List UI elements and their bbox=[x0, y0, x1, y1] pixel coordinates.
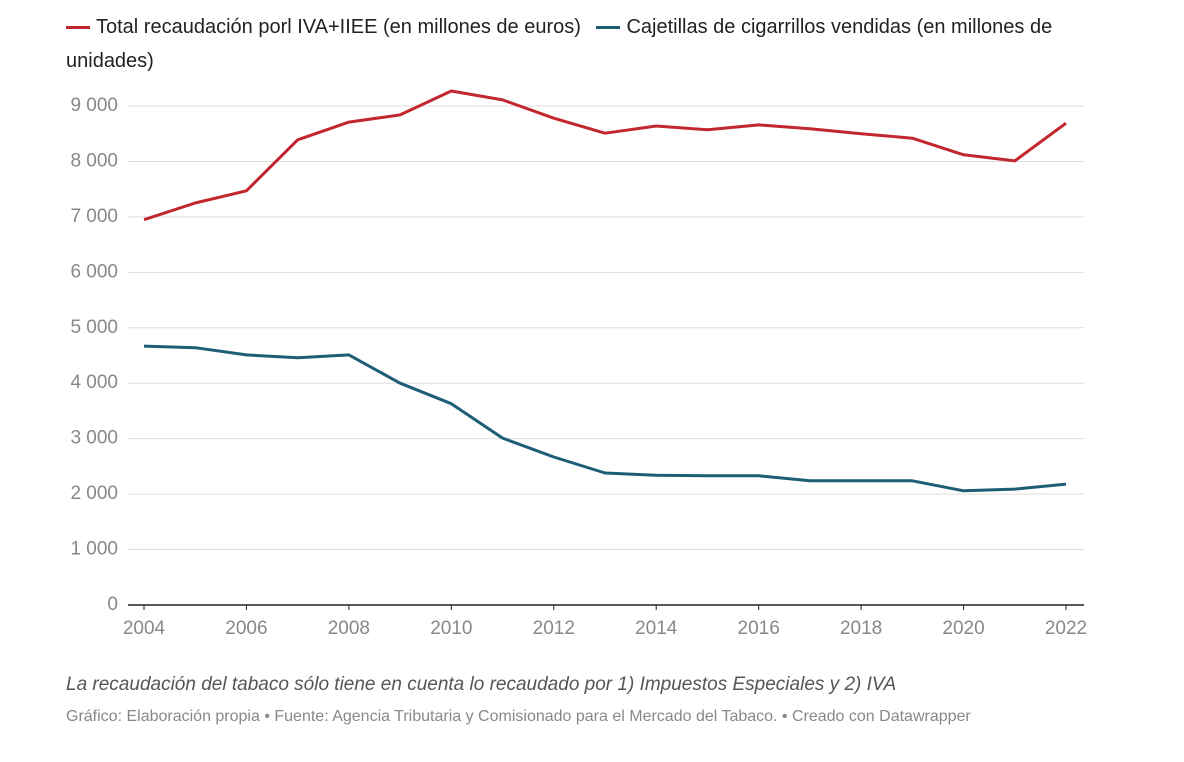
x-tick-label: 2020 bbox=[942, 618, 984, 639]
legend-item: Cajetillas de cigarrillos vendidas (en m… bbox=[66, 16, 1052, 72]
y-tick-label: 9 000 bbox=[70, 95, 118, 116]
x-tick-label: 2022 bbox=[1045, 618, 1087, 639]
y-tick-label: 2 000 bbox=[70, 483, 118, 504]
y-tick-label: 3 000 bbox=[70, 428, 118, 449]
y-tick-label: 5 000 bbox=[70, 317, 118, 338]
x-tick-label: 2010 bbox=[430, 618, 472, 639]
source: Gráfico: Elaboración propia • Fuente: Ag… bbox=[66, 708, 971, 725]
legend-label: Total recaudación porl IVA+IIEE (en mill… bbox=[96, 16, 581, 38]
x-tick-label: 2006 bbox=[225, 618, 267, 639]
y-tick-label: 4 000 bbox=[70, 372, 118, 393]
y-tick-label: 8 000 bbox=[70, 150, 118, 171]
y-tick-label: 1 000 bbox=[70, 539, 118, 560]
y-tick-label: 7 000 bbox=[70, 206, 118, 227]
x-tick-label: 2004 bbox=[123, 618, 166, 639]
legend: Total recaudación porl IVA+IIEE (en mill… bbox=[66, 10, 1096, 78]
x-tick-label: 2018 bbox=[840, 618, 882, 639]
series-line bbox=[143, 89, 1067, 222]
caption: La recaudación del tabaco sólo tiene en … bbox=[66, 674, 897, 695]
legend-swatch bbox=[66, 26, 90, 30]
x-tick-label: 2016 bbox=[738, 618, 780, 639]
x-tick-label: 2008 bbox=[328, 618, 370, 639]
series-line bbox=[143, 344, 1067, 493]
y-tick-label: 0 bbox=[107, 594, 118, 615]
y-tick-label: 6 000 bbox=[70, 261, 118, 282]
legend-item: Total recaudación porl IVA+IIEE (en mill… bbox=[66, 16, 581, 38]
legend-swatch bbox=[596, 26, 621, 30]
legend-label: Cajetillas de cigarrillos vendidas (en m… bbox=[66, 16, 1053, 72]
x-tick-label: 2014 bbox=[635, 618, 678, 639]
x-tick-label: 2012 bbox=[533, 618, 575, 639]
